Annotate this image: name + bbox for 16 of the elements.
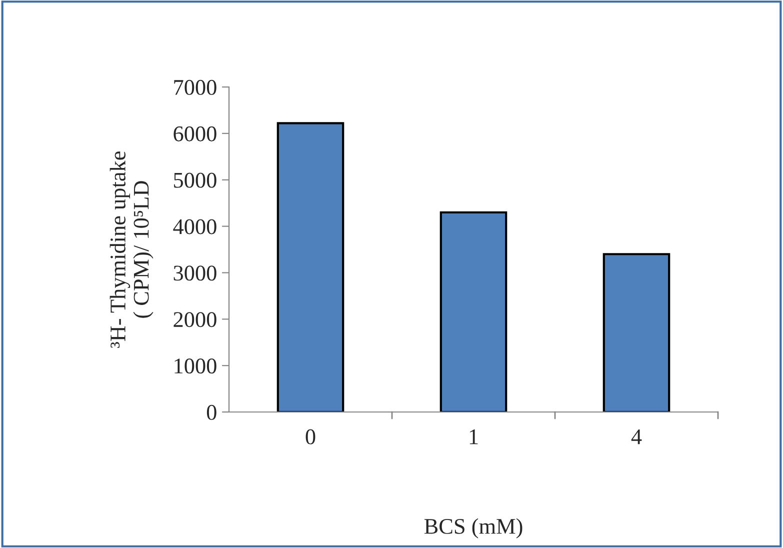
x-tick-label: 4 xyxy=(631,429,642,444)
y-tick-label: 5000 xyxy=(174,172,216,188)
x-tick-label: 0 xyxy=(306,429,316,444)
y-tick-label: 7000 xyxy=(174,80,216,95)
y-tick-label: 3000 xyxy=(174,266,216,281)
y-axis-title: ³H- Thymidine uptake ( CPM)/ 10⁵LD xyxy=(110,151,154,348)
x-tick-label: 1 xyxy=(470,429,478,444)
y-tick-label: 0 xyxy=(206,404,216,420)
bar xyxy=(440,211,508,412)
bar xyxy=(276,122,344,412)
x-axis-title: BCS (mM) xyxy=(424,518,522,538)
y-tick-label: 6000 xyxy=(174,126,216,142)
y-tick-label: 1000 xyxy=(174,358,216,374)
y-tick-label: 4000 xyxy=(173,219,216,234)
bar xyxy=(602,253,670,412)
y-tick-label: 2000 xyxy=(174,312,216,328)
